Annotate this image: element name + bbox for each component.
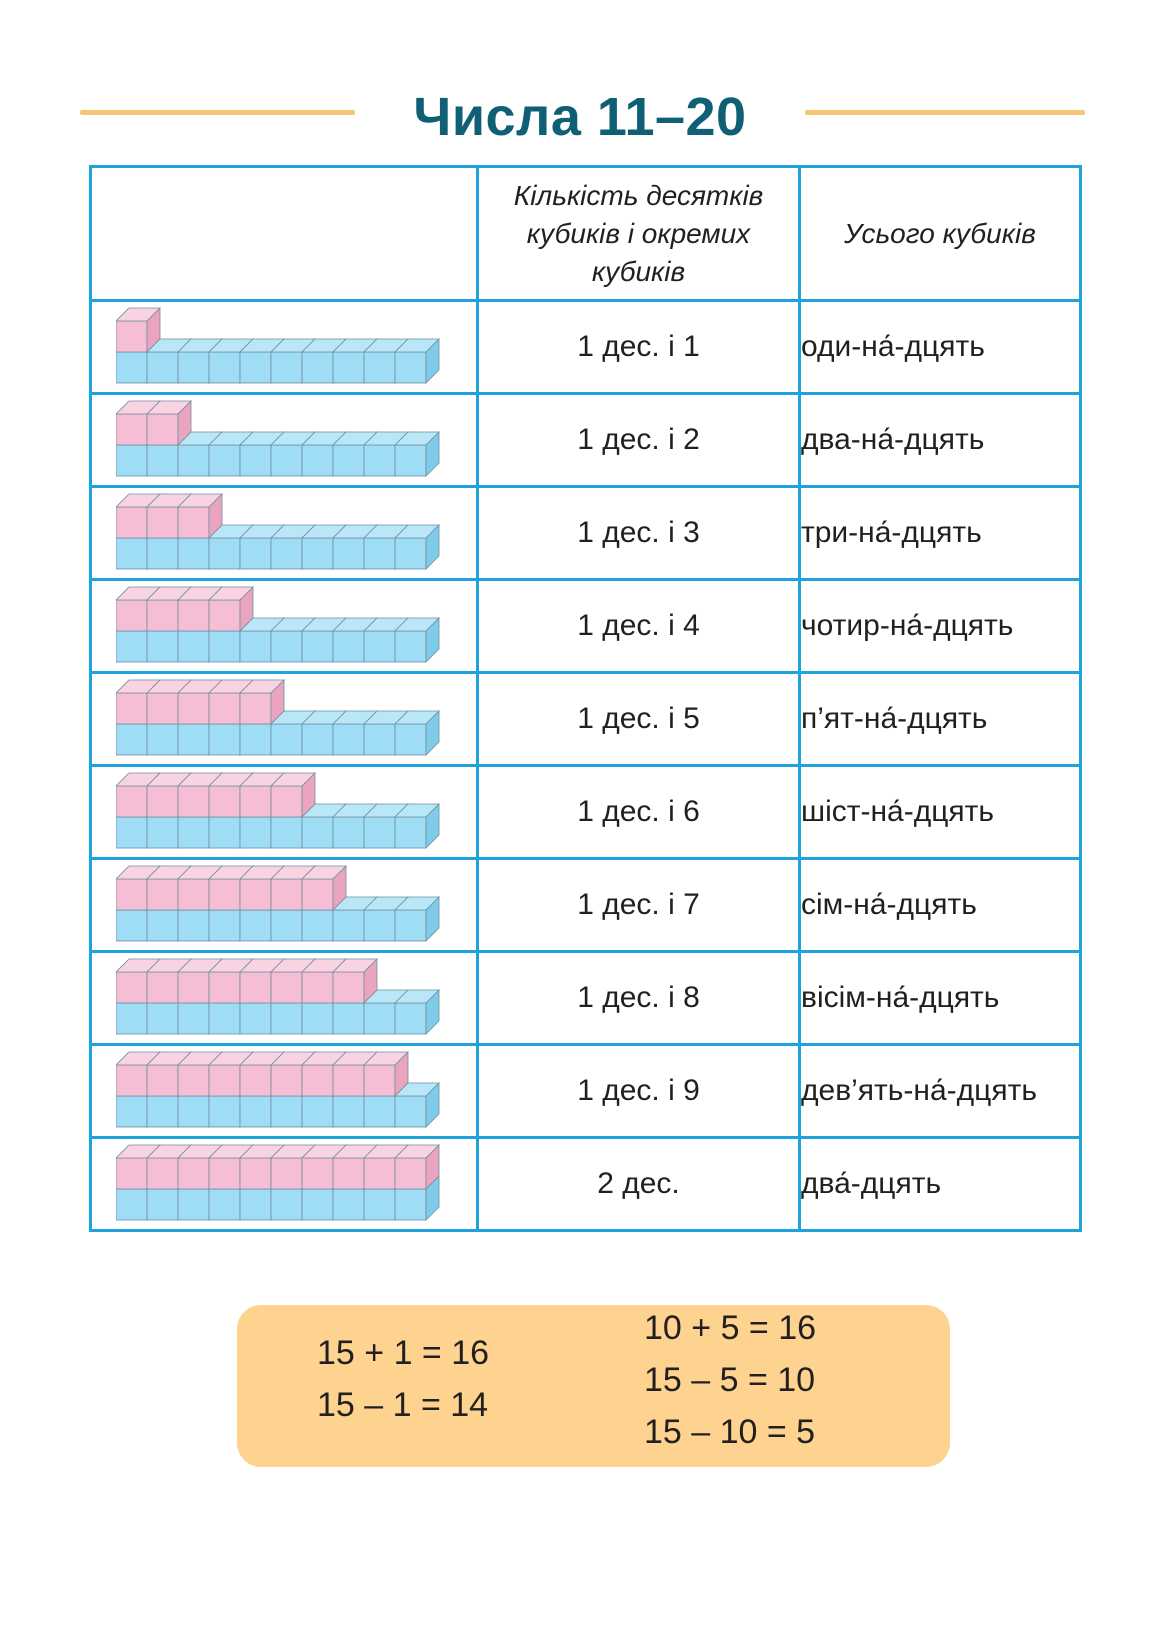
cubes-cell [89, 857, 479, 953]
number-word: шіст-на́-дцять [798, 764, 1082, 860]
pink-cube [208, 586, 254, 632]
tens-ones-count: 1 дес. і 6 [476, 764, 801, 860]
table-row: 1 дес. і 9 дев’ять-на́-дцять [89, 1043, 1082, 1139]
title-divider-right [805, 110, 1085, 115]
cubes-cell [89, 950, 479, 1046]
tens-ones-count: 1 дес. і 8 [476, 950, 801, 1046]
number-word: вісім-на́-дцять [798, 950, 1082, 1046]
tens-ones-count: 1 дес. і 7 [476, 857, 801, 953]
blue-cube [394, 710, 440, 756]
number-word: п’ят-на́-дцять [798, 671, 1082, 767]
blue-cube [270, 710, 316, 756]
title-divider-left [80, 110, 355, 115]
cube-model [116, 958, 440, 1035]
title-row: Числа 11–20 [0, 80, 1162, 150]
table-row: 1 дес. і 7 сім-на́-дцять [89, 857, 1082, 953]
tens-ones-count: 1 дес. і 2 [476, 392, 801, 488]
equation: 15 – 1 = 14 [317, 1386, 489, 1424]
numbers-table: Кількість десятків кубиків і окремих куб… [89, 165, 1082, 1232]
pink-cube [270, 772, 316, 818]
cubes-cell [89, 485, 479, 581]
table-row: 1 дес. і 5 п’ят-на́-дцять [89, 671, 1082, 767]
cubes-cell [89, 1136, 479, 1232]
cube-model [116, 865, 440, 942]
blue-cube [394, 524, 440, 570]
equations-box: 15 + 1 = 16 15 – 1 = 14 10 + 5 = 16 15 –… [237, 1305, 950, 1467]
table-row: 1 дес. і 8 вісім-на́-дцять [89, 950, 1082, 1046]
equation: 15 – 10 = 5 [644, 1413, 816, 1451]
cubes-cell [89, 1043, 479, 1139]
table-header-row: Кількість десятків кубиків і окремих куб… [89, 165, 1082, 302]
cubes-cell [89, 392, 479, 488]
cube-model [116, 679, 440, 756]
tens-ones-count: 1 дес. і 3 [476, 485, 801, 581]
blue-cube [394, 803, 440, 849]
pink-cube [332, 958, 378, 1004]
cube-model [116, 493, 440, 570]
pink-cube [177, 772, 223, 818]
cube-model [116, 1051, 440, 1128]
equation: 10 + 5 = 16 [644, 1309, 817, 1347]
tens-ones-count: 1 дес. і 9 [476, 1043, 801, 1139]
tens-ones-count: 1 дес. і 4 [476, 578, 801, 674]
header-total-cubes: Усього кубиків [798, 165, 1082, 302]
header-cell-blank [89, 165, 479, 302]
table-row: 2 дес. два́-дцять [89, 1136, 1082, 1232]
number-word: оди-на́-дцять [798, 299, 1082, 395]
table-row: 1 дес. і 4 чотир-на́-дцять [89, 578, 1082, 674]
table-row: 1 дес. і 6 шіст-на́-дцять [89, 764, 1082, 860]
blue-cube [394, 989, 440, 1035]
table-row: 1 дес. і 2 два-на́-дцять [89, 392, 1082, 488]
tens-ones-count: 1 дес. і 1 [476, 299, 801, 395]
pink-cube [363, 1051, 409, 1097]
number-word: два́-дцять [798, 1136, 1082, 1232]
cube-model [116, 586, 440, 663]
pink-cube [394, 1144, 440, 1190]
number-word: три-на́-дцять [798, 485, 1082, 581]
pink-cube [301, 865, 347, 911]
blue-cube [394, 431, 440, 477]
table-row: 1 дес. і 3 три-на́-дцять [89, 485, 1082, 581]
cube-model [116, 307, 440, 384]
cubes-cell [89, 764, 479, 860]
cube-model [116, 400, 440, 477]
tens-ones-count: 1 дес. і 5 [476, 671, 801, 767]
blue-cube [394, 338, 440, 384]
blue-cube [394, 1082, 440, 1128]
number-word: дев’ять-на́-дцять [798, 1043, 1082, 1139]
equation: 15 – 5 = 10 [644, 1361, 816, 1399]
pink-cube [239, 679, 285, 725]
equation: 15 + 1 = 16 [317, 1334, 490, 1372]
page-title: Числа 11–20 [413, 87, 747, 147]
blue-cube [394, 896, 440, 942]
header-tens-and-ones: Кількість десятків кубиків і окремих куб… [476, 165, 801, 302]
pink-cube [177, 493, 223, 539]
cube-model [116, 1144, 440, 1221]
number-word: два-на́-дцять [798, 392, 1082, 488]
cubes-cell [89, 578, 479, 674]
cubes-cell [89, 671, 479, 767]
cubes-cell [89, 299, 479, 395]
cube-model [116, 772, 440, 849]
blue-cube [394, 617, 440, 663]
number-word: чотир-на́-дцять [798, 578, 1082, 674]
pink-cube [146, 400, 192, 446]
pink-cube [116, 307, 161, 353]
tens-ones-count: 2 дес. [476, 1136, 801, 1232]
number-word: сім-на́-дцять [798, 857, 1082, 953]
table-row: 1 дес. і 1 оди-на́-дцять [89, 299, 1082, 395]
